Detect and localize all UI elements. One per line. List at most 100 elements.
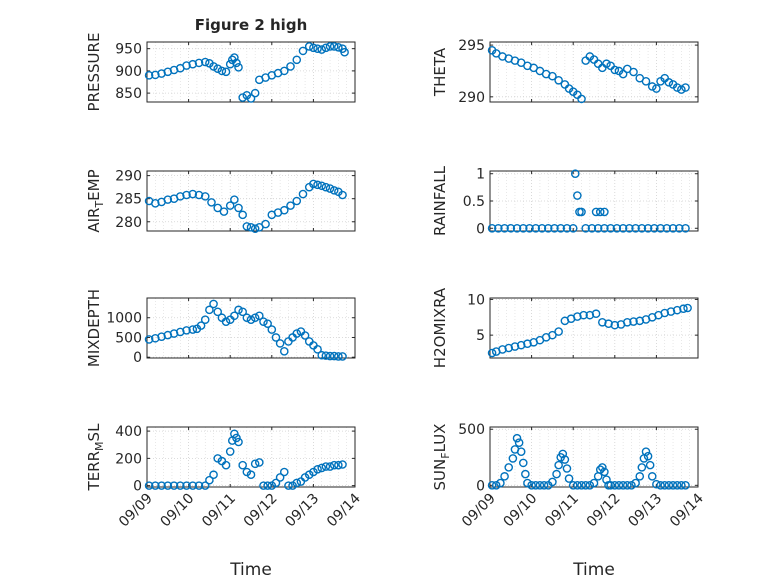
data-point xyxy=(205,475,214,485)
data-point xyxy=(600,467,609,477)
data-point xyxy=(317,463,327,473)
data-point xyxy=(309,43,318,53)
data-point xyxy=(188,189,198,199)
data-point xyxy=(510,342,520,351)
data-point xyxy=(647,472,657,481)
y-axis-label: SUNFLUX xyxy=(431,424,452,491)
y-axis-label: RAINFALL xyxy=(431,165,449,236)
y-tick-label: 500 xyxy=(115,330,142,346)
data-point xyxy=(163,195,173,204)
y-tick-label: 0 xyxy=(476,478,485,494)
data-point xyxy=(677,85,686,94)
data-point xyxy=(213,64,223,73)
data-point xyxy=(209,62,218,71)
y-tick-label: 0 xyxy=(133,350,142,366)
data-point xyxy=(279,205,289,215)
data-point xyxy=(595,207,605,217)
data-point xyxy=(304,42,314,51)
data-point xyxy=(537,223,547,233)
data-point xyxy=(292,478,302,488)
data-point xyxy=(182,61,191,70)
data-point xyxy=(683,303,692,313)
data-point xyxy=(255,311,264,321)
data-point xyxy=(292,329,302,338)
data-point xyxy=(279,346,289,356)
data-point xyxy=(552,469,561,479)
data-point xyxy=(329,42,339,51)
data-point xyxy=(516,340,526,350)
data-point xyxy=(325,462,335,471)
data-point xyxy=(660,481,670,490)
data-point xyxy=(230,311,239,321)
data-point xyxy=(622,317,632,327)
data-point xyxy=(647,82,657,91)
data-point xyxy=(317,181,327,191)
panel-1: 850 900 950 PRESSURE xyxy=(85,33,356,112)
data-point xyxy=(188,59,198,69)
data-point xyxy=(259,481,268,490)
data-point xyxy=(182,481,191,490)
data-point xyxy=(232,58,241,68)
data-point xyxy=(321,182,331,192)
data-point xyxy=(234,437,243,447)
data-point xyxy=(219,207,229,216)
data-point xyxy=(334,43,343,52)
data-point xyxy=(225,447,235,456)
y-tick-label: 200 xyxy=(115,451,142,467)
data-point xyxy=(577,207,586,217)
data-point xyxy=(298,189,308,199)
y-tick-label: 1 xyxy=(476,167,485,183)
data-point xyxy=(577,481,586,490)
data-point xyxy=(612,223,622,233)
y-tick-label: 1000 xyxy=(106,311,142,327)
data-point xyxy=(250,224,260,233)
data-point xyxy=(618,481,628,490)
data-point xyxy=(614,481,624,490)
y-axis-label: H2OMIXRA xyxy=(431,287,449,368)
data-point xyxy=(606,481,615,490)
data-point xyxy=(182,326,191,335)
data-point xyxy=(568,223,578,233)
data-point xyxy=(317,45,327,54)
data-point xyxy=(531,223,541,233)
data-point xyxy=(635,316,645,326)
data-point xyxy=(548,477,557,487)
data-point xyxy=(329,460,339,470)
data-point xyxy=(631,478,640,488)
data-point xyxy=(656,481,665,490)
y-tick-label: 5 xyxy=(476,328,485,344)
data-point xyxy=(548,71,557,81)
data-point xyxy=(309,179,318,189)
data-point xyxy=(527,481,536,490)
data-point xyxy=(518,458,528,468)
data-point xyxy=(666,307,676,316)
data-point xyxy=(602,59,611,69)
data-point xyxy=(200,192,210,201)
axes-box xyxy=(146,426,356,488)
data-point xyxy=(679,304,688,314)
data-point xyxy=(523,478,532,488)
data-point xyxy=(275,339,285,348)
y-axis-label: THETA xyxy=(431,47,449,97)
data-point xyxy=(652,479,661,489)
data-point xyxy=(539,481,549,490)
data-point xyxy=(267,325,277,334)
data-point xyxy=(516,447,526,456)
data-point xyxy=(213,203,223,213)
data-point xyxy=(238,210,247,220)
data-point xyxy=(558,449,568,459)
data-point xyxy=(504,343,514,353)
data-point xyxy=(494,223,503,233)
data-point xyxy=(250,459,260,469)
y-axis-label: PRESSURE xyxy=(85,33,103,112)
data-point xyxy=(200,57,210,67)
data-point xyxy=(205,305,214,315)
panel-4: 0 0.5 1 RAINFALL xyxy=(431,165,699,237)
y-tick-label: 400 xyxy=(115,424,142,440)
data-point xyxy=(194,190,204,200)
data-point xyxy=(562,223,572,233)
data-point xyxy=(317,350,327,360)
data-point xyxy=(681,223,690,233)
data-point xyxy=(225,201,235,210)
